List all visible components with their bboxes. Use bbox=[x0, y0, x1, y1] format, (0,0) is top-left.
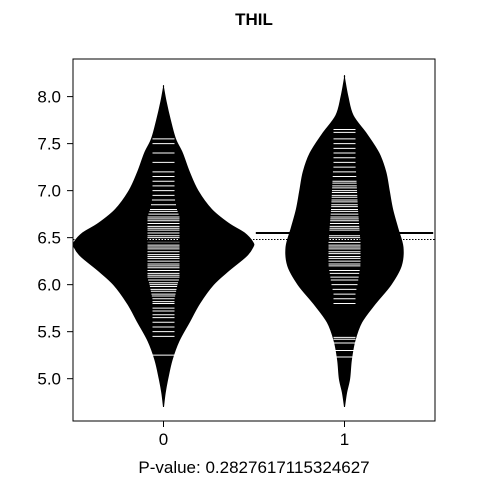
y-tick-label: 5.0 bbox=[37, 370, 61, 389]
y-tick-label: 5.5 bbox=[37, 323, 61, 342]
bean-1 bbox=[255, 74, 434, 407]
bean-0 bbox=[72, 84, 255, 407]
chart-title: THIL bbox=[235, 10, 273, 29]
bean-shape-0 bbox=[72, 84, 255, 407]
y-tick-label: 7.0 bbox=[37, 182, 61, 201]
y-tick-label: 6.5 bbox=[37, 229, 61, 248]
y-tick-label: 6.0 bbox=[37, 276, 61, 295]
bean-shape-1 bbox=[285, 74, 404, 407]
y-tick-label: 7.5 bbox=[37, 135, 61, 154]
x-tick-label: 1 bbox=[340, 430, 349, 449]
beans-layer bbox=[72, 74, 434, 407]
y-axis: 5.0 5.5 6.0 6.5 7.0 7.5 8.0 bbox=[37, 88, 73, 389]
x-axis-label: P-value: 0.2827617115324627 bbox=[138, 458, 369, 477]
x-tick-label: 0 bbox=[159, 430, 168, 449]
plot-frame bbox=[72, 58, 436, 422]
y-tick-label: 8.0 bbox=[37, 88, 61, 107]
